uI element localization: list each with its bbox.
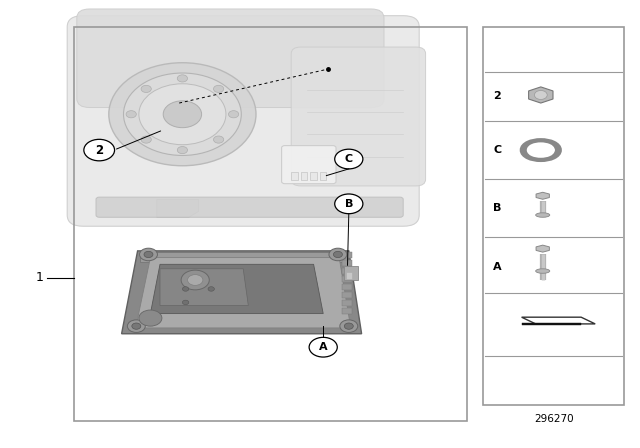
FancyBboxPatch shape (77, 9, 384, 108)
Text: C: C (345, 154, 353, 164)
Circle shape (141, 85, 151, 92)
Circle shape (534, 90, 547, 99)
Circle shape (182, 287, 189, 291)
Circle shape (188, 275, 203, 285)
Bar (301, 172, 307, 180)
Polygon shape (140, 252, 348, 262)
Circle shape (335, 149, 363, 169)
Circle shape (177, 75, 188, 82)
Text: C: C (493, 145, 501, 155)
Polygon shape (529, 87, 553, 103)
Circle shape (140, 248, 157, 261)
Circle shape (208, 287, 214, 291)
Polygon shape (150, 264, 323, 314)
Circle shape (109, 63, 256, 166)
Text: 296270: 296270 (534, 414, 573, 424)
Circle shape (163, 101, 202, 128)
Circle shape (214, 136, 224, 143)
Bar (291, 172, 298, 180)
Text: B: B (344, 199, 353, 209)
Circle shape (309, 337, 337, 357)
Bar (342, 308, 352, 314)
Circle shape (141, 136, 151, 143)
Bar (320, 172, 326, 180)
Circle shape (182, 300, 189, 305)
Ellipse shape (529, 145, 552, 155)
Circle shape (335, 194, 363, 214)
Circle shape (124, 73, 241, 155)
Circle shape (139, 84, 226, 145)
FancyBboxPatch shape (67, 16, 419, 226)
FancyBboxPatch shape (291, 47, 426, 186)
Bar (344, 266, 358, 280)
Circle shape (132, 323, 141, 329)
Text: B: B (493, 203, 502, 213)
Bar (342, 268, 352, 274)
Text: 1: 1 (36, 271, 44, 284)
FancyBboxPatch shape (96, 197, 403, 217)
Circle shape (177, 146, 188, 154)
Bar (342, 284, 352, 290)
Circle shape (344, 323, 353, 329)
Polygon shape (122, 251, 362, 334)
Bar (74, 27, 467, 421)
Circle shape (84, 139, 115, 161)
Text: A: A (319, 342, 328, 352)
Circle shape (127, 320, 145, 332)
Bar (342, 292, 352, 298)
Bar (342, 300, 352, 306)
Bar (342, 252, 352, 258)
Polygon shape (522, 323, 581, 325)
Text: A: A (493, 262, 502, 271)
Polygon shape (157, 199, 198, 217)
Bar (342, 260, 352, 266)
Ellipse shape (536, 213, 550, 217)
Bar (346, 272, 352, 279)
Text: 2: 2 (95, 143, 103, 157)
Polygon shape (160, 269, 248, 306)
Circle shape (333, 251, 342, 258)
Bar (342, 276, 352, 282)
Polygon shape (136, 258, 351, 328)
Circle shape (126, 111, 136, 118)
Ellipse shape (523, 142, 558, 159)
Bar (483, 27, 624, 405)
Circle shape (139, 310, 162, 326)
Circle shape (329, 248, 347, 261)
FancyBboxPatch shape (282, 146, 336, 184)
Circle shape (214, 85, 224, 92)
Ellipse shape (536, 269, 550, 273)
Circle shape (340, 320, 358, 332)
Text: 2: 2 (493, 91, 501, 101)
Circle shape (228, 111, 239, 118)
Polygon shape (522, 317, 595, 324)
Circle shape (144, 251, 153, 258)
Circle shape (181, 270, 209, 290)
Polygon shape (536, 192, 549, 199)
Polygon shape (536, 245, 549, 252)
Bar (310, 172, 317, 180)
